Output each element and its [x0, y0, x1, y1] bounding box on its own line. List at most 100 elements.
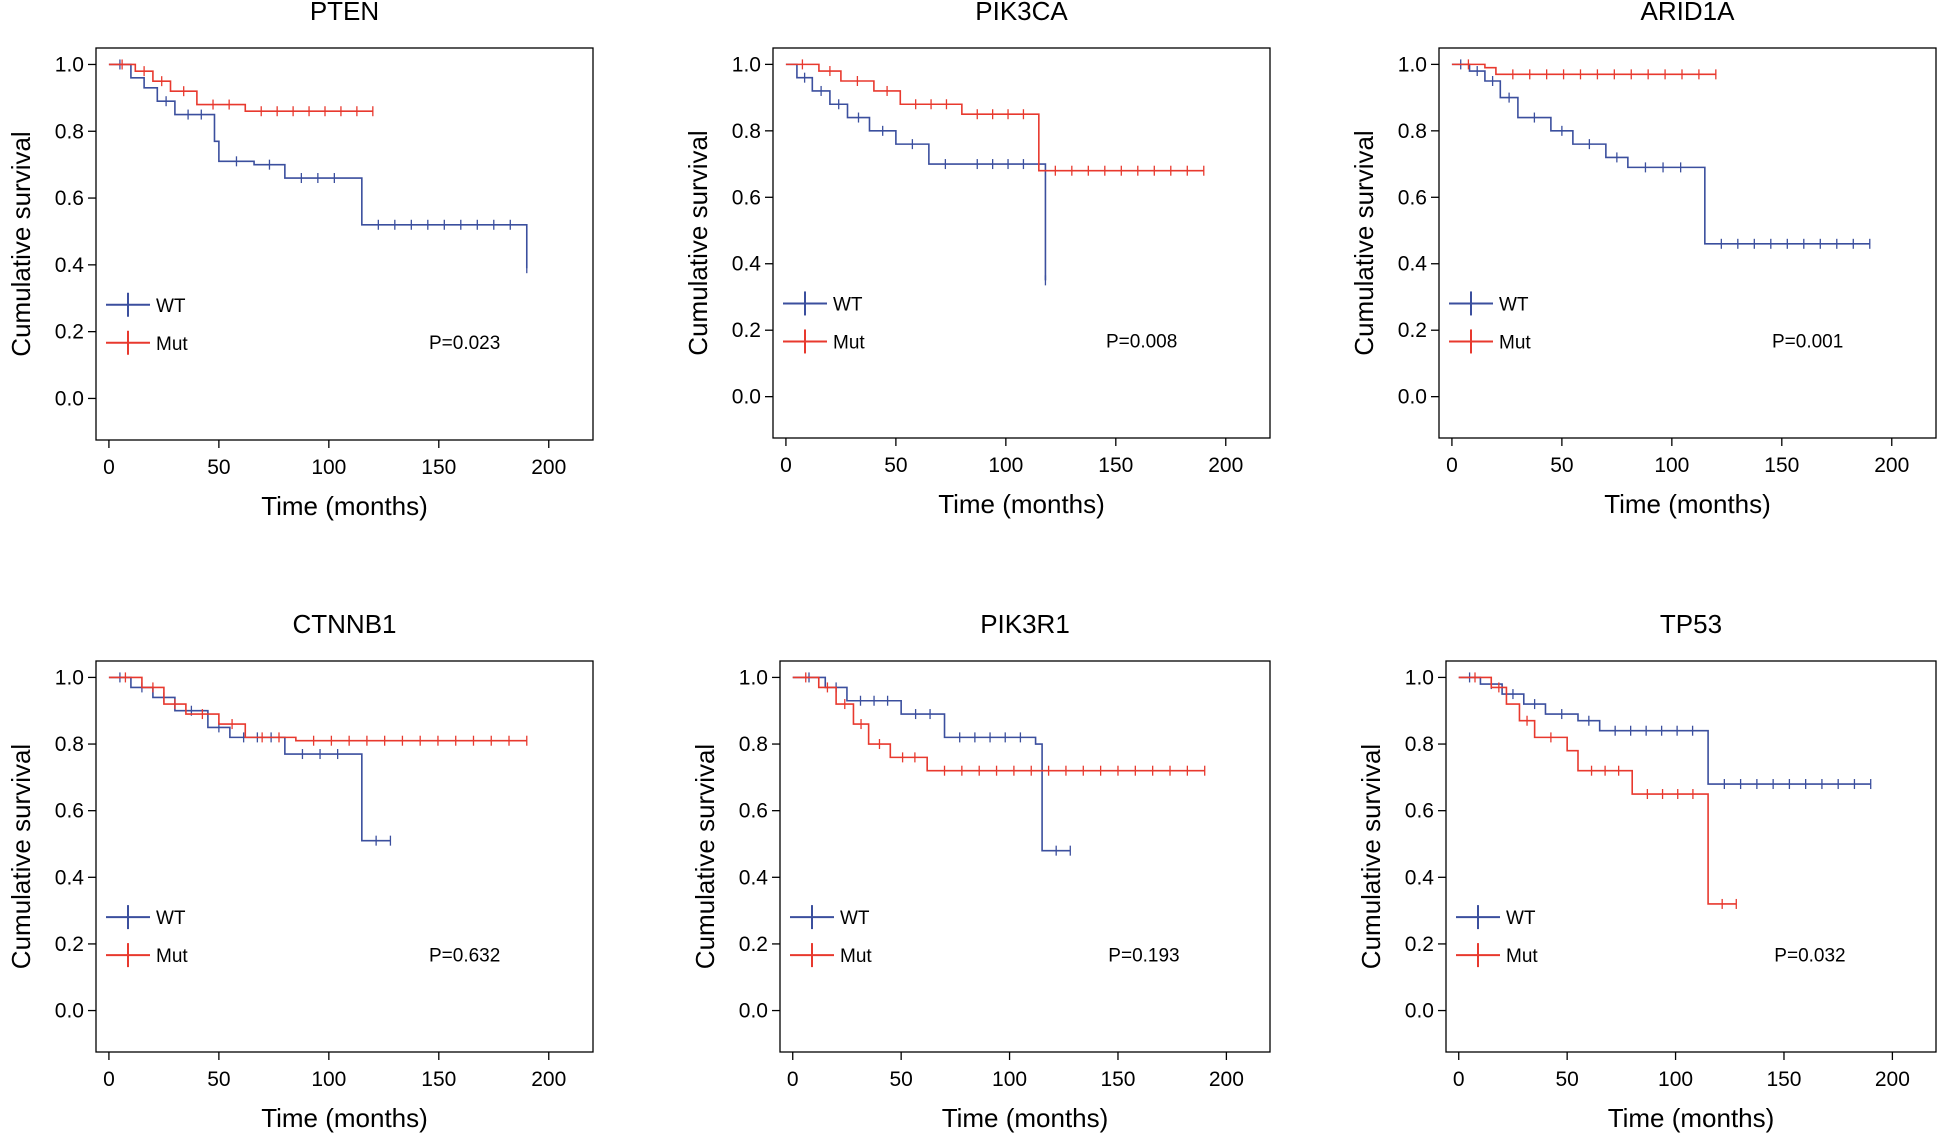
x-tick-label: 200	[531, 1068, 566, 1091]
series-line-wt	[108, 63, 528, 269]
x-axis-label: Time (months)	[261, 491, 428, 521]
p-value-annotation: P=0.023	[429, 333, 500, 354]
y-tick-label: 0.8	[1405, 733, 1434, 756]
chart-title: PIK3R1	[980, 609, 1070, 639]
legend-label: Mut	[1499, 332, 1531, 353]
y-tick-label: 0.0	[739, 1000, 768, 1023]
legend-label: WT	[1506, 908, 1536, 929]
legend-entry-mut: Mut	[790, 943, 872, 968]
chart-title: TP53	[1660, 609, 1722, 639]
series-line-mut	[792, 676, 1205, 772]
x-tick-label: 100	[992, 1068, 1027, 1091]
y-tick-label: 0.2	[1398, 319, 1427, 342]
y-tick-label: 0.2	[739, 933, 768, 956]
plot-frame	[779, 660, 1271, 1053]
x-tick-label: 200	[1209, 1068, 1244, 1091]
y-tick-label: 0.0	[1405, 1000, 1434, 1023]
chart-title: PTEN	[310, 0, 379, 26]
series-line-wt	[792, 676, 1071, 852]
legend-entry-mut: Mut	[106, 943, 188, 968]
y-tick-label: 0.4	[55, 866, 85, 889]
x-tick-label: 50	[1555, 1068, 1578, 1091]
y-tick-label: 0.2	[55, 933, 84, 956]
series-line-wt	[108, 676, 391, 842]
y-tick-label: 0.8	[739, 733, 768, 756]
legend-label: WT	[1499, 294, 1529, 315]
p-value-annotation: P=0.001	[1772, 332, 1843, 353]
x-tick-label: 50	[207, 1068, 230, 1091]
x-tick-label: 150	[1098, 454, 1133, 477]
y-tick-label: 0.4	[732, 253, 762, 276]
chart-panel-ctnnb1: CTNNB1 0.0 0.2 0.4 0.6 0.8 1.0 0 50 100 150 200 Time…	[6, 609, 594, 1133]
chart-title: PIK3CA	[975, 0, 1068, 26]
legend-label: Mut	[156, 946, 188, 967]
legend-entry-mut: Mut	[1449, 329, 1531, 354]
legend-entry-wt: WT	[1456, 905, 1536, 930]
y-tick-label: 0.4	[55, 254, 85, 277]
y-tick-label: 0.4	[1405, 866, 1435, 889]
y-tick-label: 0.8	[55, 120, 84, 143]
x-tick-label: 150	[1764, 454, 1799, 477]
chart-panel-arid1a: ARID1A 0.0 0.2 0.4 0.6 0.8 1.0 0 50 100 150 200 Time…	[1349, 0, 1937, 519]
y-tick-label: 0.2	[55, 321, 84, 344]
x-tick-label: 50	[207, 456, 230, 479]
legend-entry-wt: WT	[790, 905, 870, 930]
y-tick-label: 0.8	[1398, 120, 1427, 143]
x-tick-label: 0	[780, 454, 792, 477]
series-line-mut	[108, 63, 373, 113]
x-tick-label: 100	[988, 454, 1023, 477]
y-axis-label: Cumulative survival	[6, 131, 36, 356]
series-line-mut	[1458, 676, 1737, 905]
chart-panel-tp53: TP53 0.0 0.2 0.4 0.6 0.8 1.0 0 50 100 150 200 Time (…	[1356, 609, 1937, 1133]
legend-entry-mut: Mut	[106, 330, 188, 355]
x-tick-label: 200	[1874, 454, 1909, 477]
legend-entry-mut: Mut	[1456, 943, 1538, 968]
x-axis-label: Time (months)	[1604, 489, 1771, 519]
y-tick-label: 0.6	[739, 800, 768, 823]
y-tick-label: 1.0	[55, 53, 84, 76]
y-tick-label: 0.6	[55, 800, 84, 823]
y-tick-label: 1.0	[55, 666, 84, 689]
legend-label: Mut	[1506, 946, 1538, 967]
p-value-annotation: P=0.632	[429, 945, 500, 966]
x-tick-label: 0	[787, 1068, 799, 1091]
y-axis-label: Cumulative survival	[683, 130, 713, 355]
series-line-wt	[1458, 676, 1871, 785]
series-line-mut	[108, 676, 527, 742]
x-tick-label: 200	[1875, 1068, 1910, 1091]
y-tick-label: 0.6	[1405, 800, 1434, 823]
plot-frame	[95, 47, 594, 441]
chart-panel-pik3r1: PIK3R1 0.0 0.2 0.4 0.6 0.8 1.0 0 50 100 150 200 Time…	[690, 609, 1271, 1133]
x-tick-label: 100	[311, 1068, 346, 1091]
legend-label: WT	[156, 296, 186, 317]
y-tick-label: 0.6	[732, 186, 761, 209]
x-tick-label: 200	[531, 456, 566, 479]
x-tick-label: 100	[1654, 454, 1689, 477]
x-tick-label: 150	[421, 456, 456, 479]
x-tick-label: 100	[1658, 1068, 1693, 1091]
y-tick-label: 0.6	[1398, 186, 1427, 209]
y-tick-label: 0.0	[55, 1000, 84, 1023]
legend-entry-mut: Mut	[783, 329, 865, 354]
x-axis-label: Time (months)	[261, 1103, 428, 1133]
plot-frame	[95, 660, 594, 1053]
y-tick-label: 0.0	[1398, 386, 1427, 409]
y-axis-label: Cumulative survival	[1349, 130, 1379, 355]
series-line-mut	[1451, 63, 1716, 76]
legend-label: WT	[156, 908, 186, 929]
legend-label: Mut	[156, 334, 188, 355]
chart-title: ARID1A	[1641, 0, 1736, 26]
y-tick-label: 0.4	[739, 866, 769, 889]
x-axis-label: Time (months)	[942, 1103, 1109, 1133]
chart-panel-pik3ca: PIK3CA 0.0 0.2 0.4 0.6 0.8 1.0 0 50 100 150 200 Time…	[683, 0, 1271, 519]
y-axis-label: Cumulative survival	[6, 744, 36, 969]
x-tick-label: 0	[103, 1068, 115, 1091]
legend-label: Mut	[840, 946, 872, 967]
y-tick-label: 0.4	[1398, 253, 1428, 276]
series-line-wt	[785, 63, 1047, 281]
y-tick-label: 0.6	[55, 187, 84, 210]
x-tick-label: 0	[103, 456, 115, 479]
x-tick-label: 50	[889, 1068, 912, 1091]
y-tick-label: 0.8	[732, 120, 761, 143]
